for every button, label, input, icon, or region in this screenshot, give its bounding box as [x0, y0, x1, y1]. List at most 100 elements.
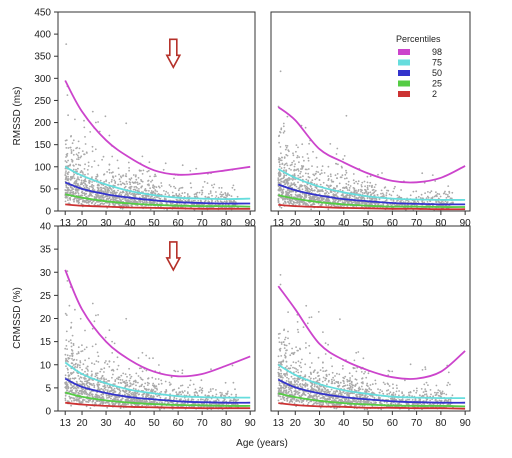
- scatter-point: [83, 377, 85, 379]
- scatter-point: [285, 146, 288, 149]
- scatter-point: [65, 177, 68, 180]
- scatter-point: [201, 191, 204, 194]
- scatter-point: [351, 195, 354, 198]
- scatter-point: [198, 191, 201, 194]
- scatter-point: [121, 397, 124, 400]
- scatter-point: [279, 146, 282, 148]
- scatter-point: [297, 170, 300, 172]
- scatter-point: [220, 191, 223, 194]
- scatter-point: [141, 200, 144, 203]
- scatter-point: [95, 372, 97, 375]
- scatter-point: [314, 178, 317, 181]
- scatter-point: [97, 314, 99, 316]
- scatter-point: [72, 153, 75, 156]
- scatter-point: [446, 201, 448, 204]
- scatter-point: [419, 197, 422, 199]
- scatter-point: [82, 181, 85, 184]
- scatter-point: [400, 189, 402, 191]
- scatter-point: [87, 173, 89, 175]
- scatter-point: [353, 182, 356, 185]
- scatter-point: [337, 199, 340, 202]
- scatter-point: [64, 394, 67, 397]
- scatter-point: [186, 391, 189, 394]
- scatter-point: [65, 339, 68, 341]
- scatter-point: [450, 197, 453, 200]
- scatter-point: [74, 377, 77, 379]
- scatter-point: [378, 198, 381, 201]
- scatter-point: [100, 195, 103, 197]
- scatter-point: [147, 169, 150, 172]
- scatter-point: [219, 193, 222, 196]
- scatter-point: [317, 190, 320, 193]
- scatter-point: [80, 376, 83, 379]
- scatter-point: [145, 388, 148, 390]
- scatter-point: [207, 196, 210, 199]
- scatter-point: [77, 188, 80, 191]
- panel-frame: [57, 11, 256, 212]
- scatter-point: [140, 179, 142, 181]
- scatter-point: [311, 195, 314, 198]
- scatter-point: [315, 195, 318, 198]
- scatter-point: [282, 188, 285, 191]
- scatter-point: [134, 194, 137, 197]
- scatter-point: [65, 139, 68, 142]
- scatter-point: [114, 193, 117, 196]
- scatter-point: [283, 166, 286, 169]
- scatter-point: [339, 188, 342, 191]
- scatter-point: [64, 347, 67, 350]
- scatter-point: [188, 394, 191, 396]
- scatter-point: [147, 394, 149, 397]
- scatter-point: [69, 199, 72, 201]
- scatter-point: [197, 200, 200, 202]
- scatter-point: [175, 193, 178, 195]
- scatter-point: [294, 163, 296, 166]
- scatter-point: [92, 187, 95, 190]
- scatter-point: [71, 160, 74, 163]
- scatter-point: [128, 181, 131, 183]
- scatter-point: [80, 389, 83, 392]
- scatter-point: [360, 385, 363, 388]
- scatter-point: [129, 188, 132, 190]
- scatter-point: [84, 329, 86, 332]
- scatter-point: [65, 156, 67, 158]
- scatter-point: [79, 195, 82, 197]
- scatter-point: [295, 169, 297, 172]
- scatter-point: [99, 378, 101, 380]
- scatter-point: [88, 201, 90, 203]
- scatter-point: [278, 161, 281, 164]
- scatter-point: [76, 400, 78, 402]
- scatter-point: [81, 150, 84, 153]
- scatter-point: [138, 182, 141, 185]
- scatter-point: [64, 200, 67, 203]
- scatter-point: [282, 125, 285, 128]
- scatter-point: [278, 157, 280, 159]
- scatter-point: [340, 194, 343, 197]
- scatter-point: [75, 362, 77, 365]
- scatter-point: [98, 197, 100, 200]
- scatter-point: [118, 391, 121, 394]
- scatter-point: [163, 190, 165, 192]
- scatter-point: [232, 184, 235, 187]
- scatter-point: [83, 119, 85, 122]
- scatter-point: [99, 179, 102, 182]
- scatter-point: [137, 177, 140, 179]
- scatter-point: [200, 189, 203, 192]
- scatter-point: [76, 353, 78, 355]
- scatter-point: [152, 401, 154, 404]
- x-tick-label: 13: [60, 218, 72, 229]
- scatter-point: [96, 394, 99, 397]
- scatter-point: [169, 396, 172, 399]
- scatter-point: [65, 330, 68, 333]
- scatter-point: [329, 185, 332, 188]
- scatter-point: [173, 185, 175, 188]
- scatter-point: [292, 378, 294, 380]
- scatter-point: [77, 346, 80, 349]
- scatter-point: [66, 172, 69, 175]
- scatter-point: [189, 384, 191, 386]
- percentile-line-50: [64, 181, 251, 205]
- scatter-point: [90, 393, 93, 396]
- scatter-point: [363, 372, 365, 375]
- scatter-point: [66, 196, 68, 199]
- scatter-point: [364, 185, 366, 188]
- scatter-point: [129, 186, 131, 189]
